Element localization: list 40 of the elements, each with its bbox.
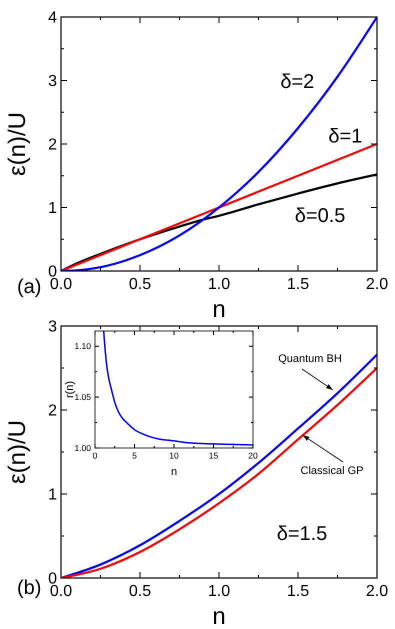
y-tick-label: 2 xyxy=(48,402,58,420)
annotation: δ=1.5 xyxy=(276,523,328,545)
x-tick-label: 2.0 xyxy=(366,583,388,600)
y-tick-label: 3 xyxy=(48,73,58,90)
x-tick-label: 10 xyxy=(169,450,179,460)
x-tick-label: 1.5 xyxy=(286,583,310,600)
annotation: δ=1 xyxy=(328,126,362,148)
x-tick-label: 15 xyxy=(208,450,218,460)
x-axis-title: n xyxy=(170,466,178,478)
y-tick-label: 1.00 xyxy=(74,442,92,453)
y-tick-label: 2 xyxy=(48,136,58,154)
y-tick-label: 1.05 xyxy=(74,392,92,402)
y-axis-title: ε(n)/U xyxy=(4,112,31,176)
line-series xyxy=(61,142,377,271)
annotation: Classical GP xyxy=(300,465,364,477)
y-tick-label: 1 xyxy=(48,200,58,218)
annotation: δ=2 xyxy=(280,70,314,93)
y-axis-title: ε(n)/U xyxy=(4,420,31,484)
x-tick-label: 0 xyxy=(92,450,98,460)
x-tick-label: 2.0 xyxy=(366,276,388,293)
x-axis-title: n xyxy=(212,603,226,629)
x-tick-label: 1.0 xyxy=(208,276,230,293)
y-tick-label: 4 xyxy=(48,10,58,27)
x-tick-label: 0.5 xyxy=(128,583,152,600)
y-tick-label: 3 xyxy=(48,318,58,336)
x-axis-title: n xyxy=(212,296,226,323)
line-series xyxy=(102,331,253,446)
y-tick-label: 1.10 xyxy=(74,341,92,352)
y-axis-title: r(n) xyxy=(64,380,76,398)
y-tick-label: 1 xyxy=(48,486,58,504)
annotation: Quantum BH xyxy=(278,353,342,365)
annotation: δ=0.5 xyxy=(294,204,346,227)
x-tick-label: 1.5 xyxy=(286,276,310,293)
text: (b) xyxy=(17,577,42,599)
text: (a) xyxy=(17,276,42,298)
x-tick-label: 0.5 xyxy=(128,276,152,293)
x-tick-label: 20 xyxy=(248,450,258,460)
line-series xyxy=(61,17,377,271)
x-tick-label: 1.0 xyxy=(208,583,230,600)
x-tick-label: 5 xyxy=(132,450,138,460)
